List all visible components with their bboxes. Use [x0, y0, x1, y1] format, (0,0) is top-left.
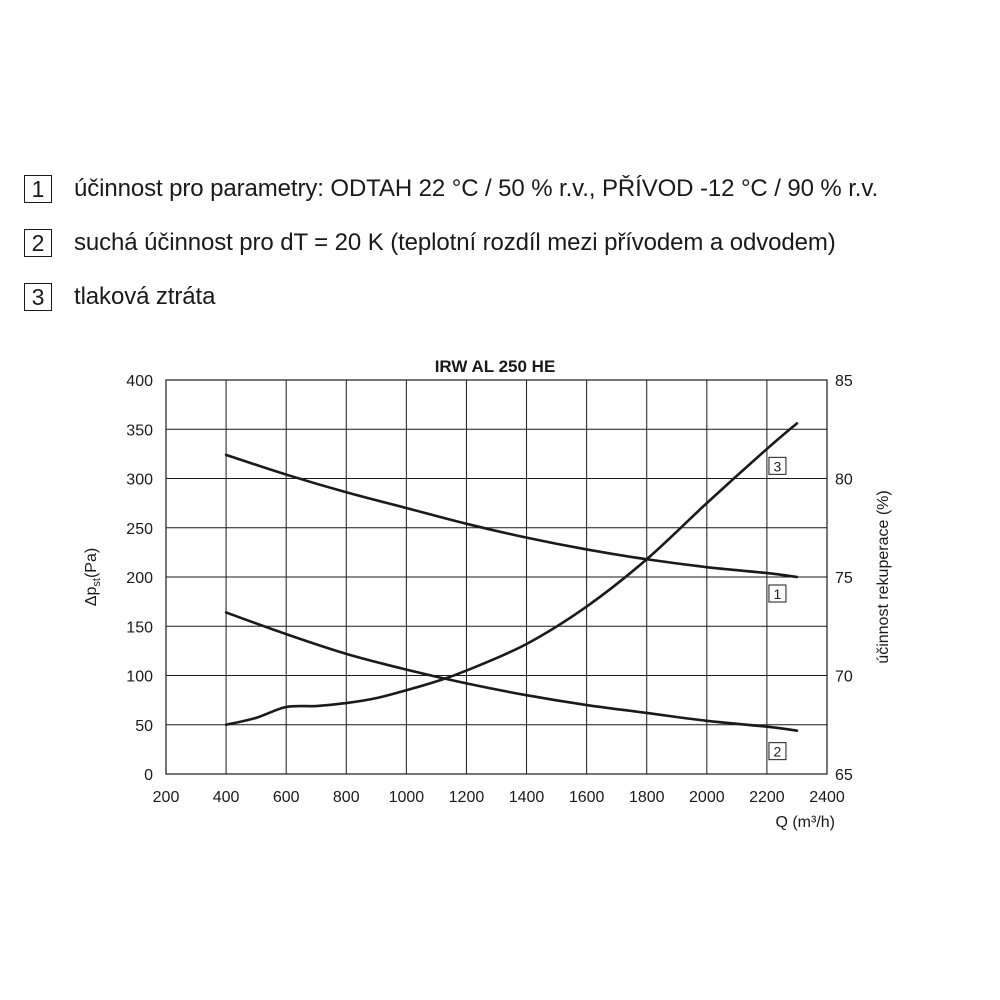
y-left-axis-unit: (Pa) [83, 548, 100, 578]
y-left-tick-label: 300 [126, 472, 153, 489]
x-tick-label: 1000 [389, 789, 425, 806]
x-tick-label: 800 [333, 789, 360, 806]
grid [165, 379, 828, 775]
x-tick-label: 600 [273, 789, 300, 806]
x-axis-title: Q (m³/h) [775, 814, 835, 831]
legend-text-1: účinnost pro parametry: ODTAH 22 °C / 50… [74, 175, 879, 202]
y-right-tick-label: 85 [835, 373, 853, 390]
legend-item-3: 3 tlaková ztráta [24, 270, 878, 324]
legend-number-2: 2 [24, 229, 52, 257]
x-tick-label: 2400 [809, 789, 845, 806]
series-tag-box-3 [768, 456, 787, 475]
x-tick-label: 2000 [689, 789, 725, 806]
y-left-tick-label: 0 [144, 767, 153, 784]
y-right-tick-label: 65 [835, 767, 853, 784]
series-tags: 1 2 3 [768, 456, 787, 761]
y-right-tick-label: 70 [835, 669, 853, 686]
y-left-axis-subscript: st [91, 578, 103, 587]
chart-title: IRW AL 250 HE [435, 357, 556, 376]
plot-frame [165, 379, 828, 775]
x-tick-label: 2200 [749, 789, 785, 806]
legend-number-1: 1 [24, 175, 52, 203]
x-tick-label: 1600 [569, 789, 605, 806]
y-right-axis-title: účinnost rekuperace (%) [875, 490, 892, 663]
x-tick-label: 400 [213, 789, 240, 806]
legend-item-1: 1 účinnost pro parametry: ODTAH 22 °C / … [24, 162, 878, 216]
legend-text-3: tlaková ztráta [74, 283, 216, 310]
y-right-tick-label: 75 [835, 570, 853, 587]
series-line-3 [224, 422, 799, 727]
y-left-tick-label: 250 [126, 521, 153, 538]
series-tag-label-2: 2 [774, 744, 782, 760]
series-tag-box-2 [768, 742, 787, 761]
y-left-tick-label: 400 [126, 373, 153, 390]
y-left-tick-label: 150 [126, 619, 153, 636]
legend: 1 účinnost pro parametry: ODTAH 22 °C / … [24, 162, 878, 324]
legend-text-2: suchá účinnost pro dT = 20 K (teplotní r… [74, 229, 836, 256]
x-tick-label: 1200 [449, 789, 485, 806]
y-left-tick-label: 200 [126, 570, 153, 587]
series-tag-label-3: 3 [774, 458, 782, 474]
series-line-2 [224, 611, 799, 732]
x-tick-label: 1800 [629, 789, 665, 806]
y-left-tick-label: 50 [135, 718, 153, 735]
y-left-axis-symbol: Δp [83, 587, 100, 607]
series-line-1 [224, 453, 799, 579]
series-tag-label-1: 1 [774, 586, 782, 602]
legend-number-3: 3 [24, 283, 52, 311]
y-left-tick-label: 350 [126, 422, 153, 439]
y-left-axis-title: Δpst(Pa) [83, 548, 103, 606]
tick-labels: 200 400 600 800 1000 1200 1400 1600 1800 2000 2200… [126, 373, 853, 806]
x-tick-label: 1400 [509, 789, 545, 806]
y-left-tick-label: 100 [126, 669, 153, 686]
series-curves [224, 422, 799, 732]
series-tag-box-1 [768, 584, 787, 603]
legend-item-2: 2 suchá účinnost pro dT = 20 K (teplotní… [24, 216, 878, 270]
x-tick-label: 200 [153, 789, 180, 806]
y-right-tick-label: 80 [835, 472, 853, 489]
